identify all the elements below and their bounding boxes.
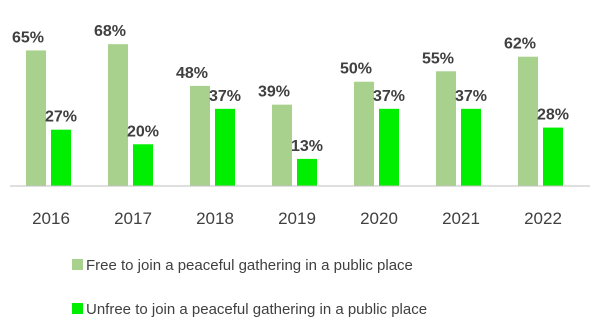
legend-label-unfree: Unfree to join a peaceful gathering in a… xyxy=(86,301,427,318)
x-tick-label-2020: 2020 xyxy=(360,209,398,228)
bar-free-2019 xyxy=(272,104,292,186)
bar-unfree-2016 xyxy=(51,129,71,186)
data-label-unfree-2022: 28% xyxy=(537,107,569,124)
x-tick-label-2021: 2021 xyxy=(442,209,480,228)
bar-unfree-2021 xyxy=(461,108,481,186)
bar-unfree-2019 xyxy=(297,158,317,186)
bar-unfree-2018 xyxy=(215,108,235,186)
data-label-unfree-2016: 27% xyxy=(45,109,77,126)
data-label-free-2017: 68% xyxy=(94,23,126,40)
bar-free-2018 xyxy=(190,85,210,186)
bar-free-2016 xyxy=(26,50,46,186)
bar-unfree-2020 xyxy=(379,108,399,186)
bar-free-2017 xyxy=(108,44,128,186)
x-tick-label-2018: 2018 xyxy=(196,209,234,228)
bar-free-2021 xyxy=(436,71,456,186)
legend: Free to join a peaceful gathering in a p… xyxy=(72,257,427,318)
legend-label-free: Free to join a peaceful gathering in a p… xyxy=(86,257,413,274)
data-label-free-2019: 39% xyxy=(258,84,290,101)
data-label-unfree-2021: 37% xyxy=(455,88,487,105)
bar-free-2020 xyxy=(354,81,374,186)
data-label-free-2021: 55% xyxy=(422,50,454,67)
x-tick-labels: 2016 2017 2018 2019 2020 2021 2022 xyxy=(32,209,562,228)
data-label-unfree-2018: 37% xyxy=(209,88,241,105)
x-tick-label-2019: 2019 xyxy=(278,209,316,228)
x-tick-label-2016: 2016 xyxy=(32,209,70,228)
data-labels-layer: 65%27%68%20%48%37% 39%13%50%37%55%37%62%2… xyxy=(12,23,569,155)
bar-unfree-2022 xyxy=(543,127,563,186)
data-label-free-2018: 48% xyxy=(176,65,208,82)
data-label-unfree-2019: 13% xyxy=(291,138,323,155)
legend-swatch-free xyxy=(72,259,83,270)
data-label-free-2020: 50% xyxy=(340,61,372,78)
data-label-free-2016: 65% xyxy=(12,29,44,46)
data-label-unfree-2017: 20% xyxy=(127,123,159,140)
x-tick-label-2017: 2017 xyxy=(114,209,152,228)
legend-swatch-unfree xyxy=(72,303,83,314)
data-label-unfree-2020: 37% xyxy=(373,88,405,105)
bar-unfree-2017 xyxy=(133,144,153,186)
bars-layer xyxy=(26,44,563,186)
x-tick-label-2022: 2022 xyxy=(524,209,562,228)
bar-free-2022 xyxy=(518,56,538,186)
data-label-free-2022: 62% xyxy=(504,36,536,53)
